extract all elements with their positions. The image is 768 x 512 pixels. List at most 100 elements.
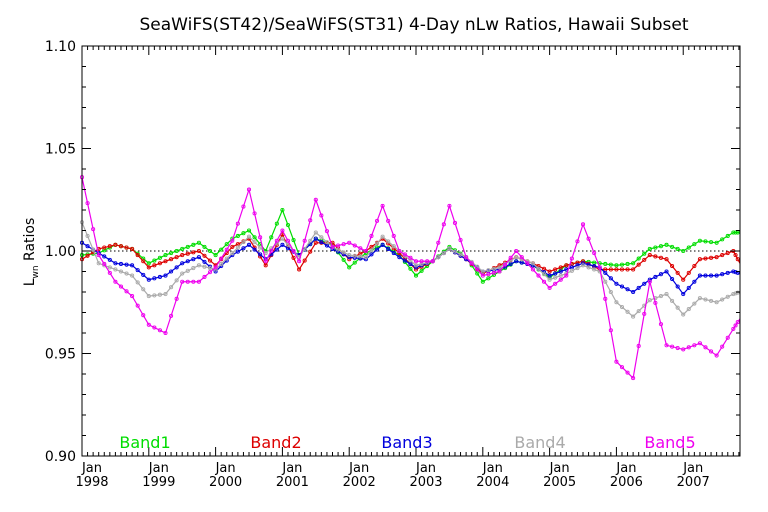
series-point-band3	[603, 270, 608, 275]
series-point-band5	[274, 238, 279, 243]
y-axis-label-main: L	[22, 278, 38, 286]
series-point-band5	[580, 222, 586, 227]
series-point-band5	[541, 279, 547, 284]
series-point-band5	[235, 221, 240, 226]
series-point-band4	[530, 261, 535, 266]
y-tick-label: 1.05	[45, 142, 76, 158]
series-point-band3	[274, 247, 279, 252]
series-point-band4	[96, 261, 101, 266]
series-point-band3	[636, 285, 641, 290]
series-point-band2	[157, 261, 162, 266]
chart-title: SeaWiFS(ST42)/SeaWiFS(ST31) 4-Day nLw Ra…	[140, 15, 689, 35]
series-point-band5	[258, 235, 263, 240]
series-point-band1	[614, 263, 619, 268]
series-point-band2	[358, 251, 363, 256]
series-point-band1	[419, 268, 424, 273]
series-point-band2	[625, 267, 630, 272]
series-point-band2	[118, 244, 124, 249]
series-point-band2	[185, 251, 190, 256]
series-point-band1	[347, 265, 352, 270]
series-point-band5	[592, 250, 597, 256]
series-point-band4	[152, 293, 157, 298]
series-point-band5	[564, 273, 569, 278]
x-tick-year: 1998	[75, 475, 108, 490]
series-point-band3	[553, 271, 558, 276]
series-point-band3	[692, 279, 697, 284]
series-point-band3	[380, 242, 385, 247]
series-point-band5	[336, 243, 341, 248]
x-tick-month: Jan	[148, 461, 169, 476]
series-point-band1	[725, 233, 730, 239]
series-point-band4	[480, 269, 485, 274]
series-point-band5	[725, 335, 730, 340]
series-point-band4	[413, 263, 419, 268]
series-point-band1	[213, 253, 218, 258]
series-point-band3	[402, 258, 407, 263]
series-point-band1	[235, 233, 240, 239]
series-point-band3	[174, 265, 179, 270]
x-tick-month: Jan	[215, 461, 236, 476]
series-point-band2	[686, 270, 691, 275]
series-point-band3	[686, 285, 691, 290]
series-point-band4	[130, 273, 135, 278]
series-point-band5	[653, 300, 658, 305]
series-point-band4	[180, 271, 185, 276]
series-point-band3	[107, 257, 112, 262]
series-point-band5	[486, 272, 491, 277]
series-point-band4	[419, 261, 424, 267]
series-point-band1	[692, 242, 697, 247]
series-point-band4	[441, 250, 446, 256]
series-point-band3	[720, 272, 725, 277]
x-tick-month: Jan	[348, 461, 369, 476]
series-point-band1	[731, 230, 736, 235]
series-point-band2	[174, 255, 179, 260]
series-point-band4	[280, 236, 285, 241]
series-point-band3	[374, 247, 380, 252]
series-point-band5	[447, 203, 452, 208]
series-point-band4	[586, 265, 591, 270]
series-point-band4	[458, 252, 463, 257]
series-point-band4	[491, 266, 496, 271]
series-point-band5	[124, 289, 129, 294]
series-point-band1	[341, 257, 346, 262]
series-point-band5	[196, 279, 201, 284]
series-point-band5	[536, 273, 541, 278]
series-point-band5	[733, 323, 738, 328]
series-point-band3	[714, 273, 719, 278]
series-point-band3	[731, 269, 736, 274]
series-line-band5	[81, 177, 741, 380]
series-point-band1	[141, 256, 146, 261]
series-point-band1	[642, 251, 647, 256]
x-tick-month: Jan	[682, 461, 703, 476]
series-line-band1	[81, 208, 740, 283]
series-point-band5	[597, 265, 602, 270]
legend-band1: Band1	[119, 433, 170, 452]
series-point-band5	[285, 238, 291, 243]
series-point-band5	[569, 256, 574, 261]
series-point-band4	[191, 266, 196, 271]
x-tick-month: Jan	[615, 461, 636, 476]
series-point-band1	[269, 235, 274, 240]
series-point-band2	[308, 249, 313, 254]
series-point-band4	[408, 258, 413, 263]
series-point-band5	[625, 370, 630, 375]
series-point-band1	[664, 242, 669, 247]
series-point-band2	[130, 246, 135, 251]
series-point-band2	[180, 253, 185, 258]
series-point-band5	[269, 248, 274, 254]
series-point-band5	[642, 311, 647, 316]
legend-band5: Band5	[644, 433, 695, 452]
series-point-band1	[252, 235, 257, 240]
series-point-band5	[102, 261, 107, 267]
series-point-band5	[252, 211, 257, 216]
series-point-band5	[185, 279, 190, 284]
series-point-band5	[497, 269, 502, 274]
series-point-band5	[146, 322, 151, 327]
series-point-band5	[720, 344, 725, 349]
series-point-band5	[347, 240, 352, 245]
series-point-band4	[336, 247, 341, 252]
series-point-band1	[146, 261, 151, 266]
x-tick-month: Jan	[549, 461, 570, 476]
series-point-band1	[670, 244, 675, 249]
series-point-band3	[619, 284, 625, 289]
